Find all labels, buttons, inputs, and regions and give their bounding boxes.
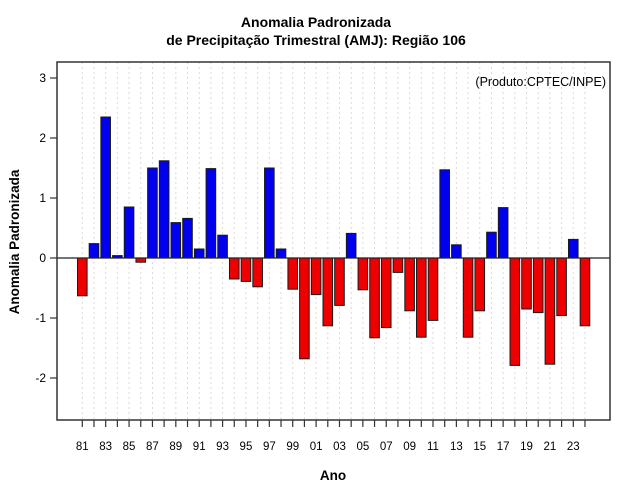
x-tick-label: 99 [286,441,299,453]
bar-2013 [451,244,462,259]
bar-1993 [217,234,228,259]
bar-2004 [345,232,357,259]
x-tick-label: 15 [473,441,486,453]
bar-2000 [299,257,310,360]
bar-1998 [275,248,287,259]
y-tick-label: 2 [39,131,46,145]
bar-2001 [310,257,322,296]
bar-2014 [462,257,474,338]
x-tick-label: 83 [99,441,112,453]
y-tick-label: -1 [35,311,46,325]
bar-1990 [182,217,193,259]
bar-2007 [380,257,392,329]
plot-border [56,61,611,421]
bar-2016 [486,231,497,259]
bar-1985 [123,206,135,259]
source-annotation: (Produto:CPTEC/INPE) [475,75,606,89]
bar-2003 [334,257,345,306]
chart-title-line1: Anomalia Padronizada [241,14,391,30]
x-tick-label: 01 [310,441,323,453]
bar-1997 [264,167,275,259]
bar-2011 [427,257,439,321]
x-tick-label: 91 [193,441,206,453]
bar-2002 [322,257,334,327]
x-tick-label: 11 [427,441,439,453]
bar-2012 [439,169,450,259]
bar-1981 [77,257,88,297]
x-tick-label: 09 [403,441,416,453]
bar-2017 [497,207,509,259]
bar-1992 [205,168,217,259]
x-tick-label: 07 [380,441,393,453]
y-tick-label: 1 [39,191,46,205]
y-tick-label: 3 [39,71,46,85]
x-tick-label: 93 [216,441,229,453]
x-tick-label: 87 [146,441,159,453]
y-tick-label: -2 [35,371,46,385]
x-tick-label: 97 [263,441,276,453]
x-tick-label: 13 [450,441,463,453]
bar-2023 [567,238,579,259]
bar-2008 [392,257,404,273]
bar-2009 [404,257,415,312]
x-tick-label: 21 [544,441,557,453]
bar-1982 [88,243,100,259]
bar-1995 [240,257,252,282]
chart-title-line2: de Precipitação Trimestral (AMJ): Região… [166,32,466,48]
x-tick-label: 05 [356,441,369,453]
bar-1986 [135,257,147,263]
bar-2020 [532,257,544,314]
bar-1991 [193,248,205,259]
bar-1983 [100,116,111,259]
bar-2018 [509,257,521,366]
bar-2005 [357,257,369,291]
x-tick-label: 95 [240,441,253,453]
x-axis-label: Ano [320,468,346,483]
x-tick-label: 23 [567,441,580,453]
x-tick-label: 89 [169,441,182,453]
x-tick-label: 81 [76,441,89,453]
x-tick-label: 85 [123,441,136,453]
bar-1996 [252,257,263,288]
bar-2015 [474,257,486,312]
y-tick-label: 0 [39,251,46,265]
bar-2019 [521,257,532,310]
bars-layer [77,116,591,366]
x-tick-label: 17 [497,441,510,453]
bar-1987 [147,167,158,259]
y-axis-label: Anomalia Padronizada [7,169,22,314]
bar-2021 [544,257,556,365]
x-tick-label: 19 [520,441,533,453]
x-tick-label: 03 [333,441,346,453]
bar-1988 [158,160,170,259]
bar-2006 [369,257,380,339]
bar-1999 [287,257,299,290]
bar-1994 [228,257,240,280]
axes-layer: 81 83 85 87 89 91 93 95 97 99 01 03 05 07 09 11 13 15 17 19… [35,71,610,453]
bar-2024 [579,257,591,327]
bar-2010 [416,257,427,338]
bar-2022 [556,257,567,317]
bar-1989 [170,222,182,259]
